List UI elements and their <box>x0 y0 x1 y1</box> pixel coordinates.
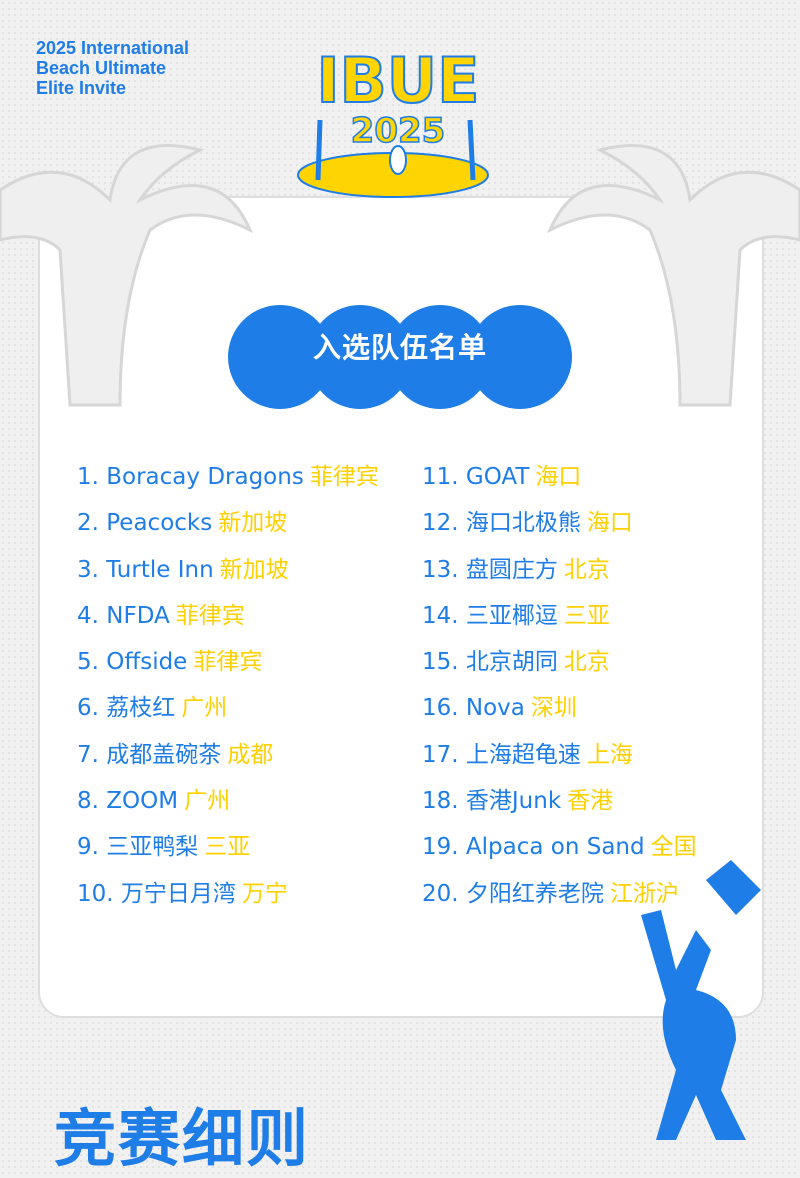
team-name: 2. Peacocks <box>77 510 213 537</box>
team-row: 6. 荔枝红 广州 <box>77 691 379 737</box>
team-city: 三亚 <box>563 602 610 629</box>
team-city: 香港 <box>567 788 614 815</box>
subtitle-line: Beach Ultimate <box>36 58 167 78</box>
team-name: 17. 上海超龟速 <box>422 741 581 768</box>
logo-year: 2025 <box>351 111 446 151</box>
team-city: 海口 <box>535 464 582 490</box>
team-city: 北京 <box>563 649 610 676</box>
team-row: 12. 海口北极熊 海口 <box>422 506 697 552</box>
team-name: 10. 万宁日月湾 <box>77 880 236 907</box>
team-name: 14. 三亚椰逗 <box>422 602 558 629</box>
team-city: 菲律宾 <box>193 649 263 676</box>
palm-tree-left-icon <box>0 144 253 407</box>
team-city: 新加坡 <box>219 556 289 583</box>
palm-tree-right-icon <box>547 144 800 407</box>
team-row: 9. 三亚鸭梨 三亚 <box>77 830 379 876</box>
team-row: 8. ZOOM 广州 <box>77 784 379 830</box>
team-row: 14. 三亚椰逗 三亚 <box>422 599 697 645</box>
team-city: 菲律宾 <box>309 464 379 490</box>
team-row: 2. Peacocks 新加坡 <box>77 506 379 552</box>
section-title: 入选队伍名单 <box>312 331 487 364</box>
team-row: 3. Turtle Inn 新加坡 <box>77 553 379 599</box>
team-name: 15. 北京胡同 <box>422 649 558 676</box>
team-name: 7. 成都盖碗茶 <box>77 741 222 768</box>
team-row: 11. GOAT 海口 <box>422 460 697 506</box>
team-name: 13. 盘圆庄方 <box>422 556 558 583</box>
team-city: 成都 <box>227 741 274 768</box>
team-name: 11. GOAT <box>422 464 530 490</box>
team-row: 19. Alpaca on Sand 全国 <box>422 830 697 876</box>
team-city: 广州 <box>184 788 231 815</box>
team-name: 1. Boracay Dragons <box>77 464 304 490</box>
team-city: 新加坡 <box>218 510 288 537</box>
team-name: 8. ZOOM <box>77 788 179 815</box>
event-subtitle: 2025 International Beach Ultimate Elite … <box>36 38 189 98</box>
team-row: 20. 夕阳红养老院 江浙沪 <box>422 877 697 923</box>
team-name: 9. 三亚鸭梨 <box>77 834 199 861</box>
team-name: 3. Turtle Inn <box>77 556 214 583</box>
team-name: 19. Alpaca on Sand <box>422 834 645 861</box>
team-city: 上海 <box>586 741 633 768</box>
team-city: 菲律宾 <box>175 602 245 629</box>
team-city: 万宁 <box>241 880 288 907</box>
team-city: 海口 <box>586 510 633 537</box>
subtitle-line: Elite Invite <box>36 78 127 98</box>
team-row: 16. Nova 深圳 <box>422 691 697 737</box>
palm-trees-decoration <box>0 144 800 407</box>
team-city: 三亚 <box>204 834 251 861</box>
subtitle-line: 2025 International <box>36 38 190 58</box>
team-list-right: 11. GOAT 海口 12. 海口北极熊 海口 13. 盘圆庄方 北京 14. 三亚椰逗三… <box>422 460 697 923</box>
team-name: 16. Nova <box>422 695 525 722</box>
team-name: 18. 香港Junk <box>422 788 562 815</box>
team-name: 12. 海口北极熊 <box>422 510 581 537</box>
team-city: 全国 <box>650 834 697 861</box>
team-row: 17. 上海超龟速 上海 <box>422 738 697 784</box>
team-row: 18. 香港Junk 香港 <box>422 784 697 830</box>
team-row: 4. NFDA 菲律宾 <box>77 599 379 645</box>
team-city: 北京 <box>563 556 610 583</box>
team-city: 江浙沪 <box>609 880 679 907</box>
team-row: 5. Offside 菲律宾 <box>77 645 379 691</box>
section-title-badge <box>228 305 572 409</box>
ibue-logo: IBUE 2025 <box>297 43 489 198</box>
team-row: 1. Boracay Dragons 菲律宾 <box>77 460 379 506</box>
team-name: 6. 荔枝红 <box>77 695 176 722</box>
team-name: 4. NFDA <box>77 602 170 629</box>
mascot-figure-icon <box>641 860 761 1140</box>
team-row: 15. 北京胡同 北京 <box>422 645 697 691</box>
team-name: 5. Offside <box>77 649 188 676</box>
logo-text: IBUE <box>316 44 479 117</box>
team-row: 10. 万宁日月湾 万宁 <box>77 877 379 923</box>
rules-heading: 竞赛细则 <box>54 1102 311 1175</box>
team-list-left: 1. Boracay Dragons 菲律宾 2. Peacocks 新加坡 3. Tu… <box>77 460 379 923</box>
team-name: 20. 夕阳红养老院 <box>422 880 604 907</box>
team-row: 13. 盘圆庄方 北京 <box>422 553 697 599</box>
team-city: 深圳 <box>530 695 577 722</box>
team-city: 广州 <box>181 695 228 722</box>
team-row: 7. 成都盖碗茶 成都 <box>77 738 379 784</box>
